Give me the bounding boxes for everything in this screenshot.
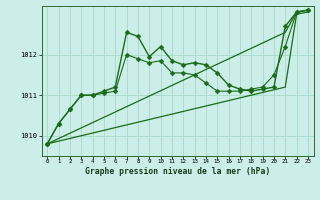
X-axis label: Graphe pression niveau de la mer (hPa): Graphe pression niveau de la mer (hPa) xyxy=(85,167,270,176)
